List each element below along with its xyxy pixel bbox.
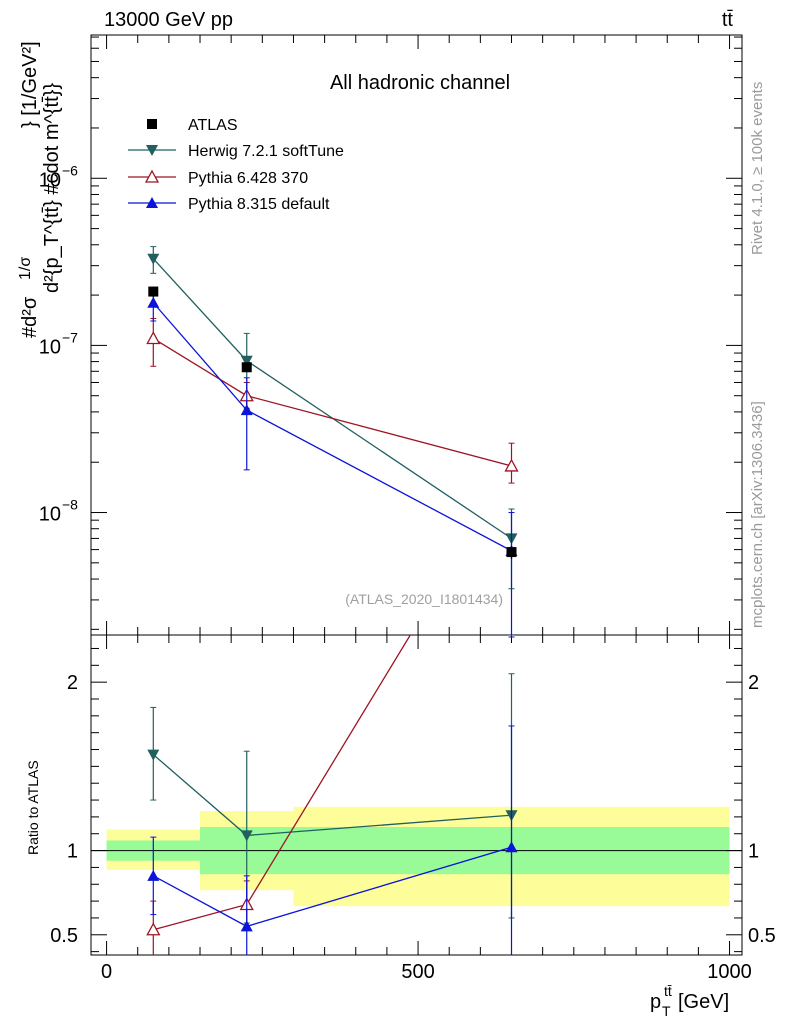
header-right-label: tt̄ bbox=[722, 9, 734, 31]
legend-label-atlas: ATLAS bbox=[188, 117, 238, 134]
main-y-tick-label-base: 10 bbox=[39, 169, 61, 191]
y-label-unit: } [1/GeV²] bbox=[19, 41, 41, 128]
ratio-panel-frame bbox=[90, 634, 743, 956]
analysis-reference: (ATLAS_2020_I1801434) bbox=[345, 591, 503, 607]
ratio-series bbox=[146, 635, 518, 955]
ratio-y-ticks: 0.5 0.5 1 1 2 2 bbox=[50, 647, 776, 953]
pythia-8-315-default-ratio-point bbox=[147, 869, 160, 881]
pythia-8-315-default-ratio-point bbox=[505, 841, 518, 853]
x-label-sup: tt̄ bbox=[664, 983, 672, 999]
herwig-7-2-1-softtune-point bbox=[240, 355, 253, 367]
ratio-y-tick-label: 2 bbox=[67, 672, 78, 694]
main-series bbox=[146, 246, 519, 638]
pythia-8-315-default-point bbox=[240, 404, 253, 416]
x-tick-label: 1000 bbox=[707, 961, 752, 983]
ratio-y-axis-label: Ratio to ATLAS bbox=[25, 760, 41, 855]
mcplots-side-label: mcplots.cern.ch [arXiv:1306.3436] bbox=[749, 401, 766, 628]
legend-label-pythia-8-315-default: Pythia 8.315 default bbox=[188, 196, 330, 213]
x-label-unit: [GeV] bbox=[678, 991, 729, 1013]
herwig-7-2-1-softtune-ratio-point bbox=[147, 749, 160, 761]
legend-label-herwig-7-2-1-softtune: Herwig 7.2.1 softTune bbox=[188, 143, 344, 160]
legend-marker-pythia-6-428-370 bbox=[144, 169, 160, 183]
atlas-point bbox=[241, 362, 252, 373]
pythia-8-315-default-point bbox=[147, 296, 160, 308]
pythia-8-315-default-line bbox=[152, 302, 512, 552]
legend-marker-herwig-7-2-1-softtune bbox=[146, 145, 158, 156]
main-y-tick-label-exp: −7 bbox=[62, 329, 78, 345]
x-ticks: 0 500 1000 bbox=[101, 35, 752, 983]
herwig-7-2-1-softtune-ratio-point bbox=[240, 830, 253, 842]
ratio-y-tick-label-right: 0.5 bbox=[748, 925, 776, 947]
pythia-8-315-default-ratio-point bbox=[240, 920, 253, 932]
x-label-sub: T bbox=[662, 1003, 671, 1019]
rivet-side-label: Rivet 4.1.0, ≥ 100k events bbox=[749, 82, 766, 255]
y-label-fraction: 1/σ bbox=[17, 257, 34, 280]
legend: ATLAS Herwig 7.2.1 softTune Pythia 6.428 3… bbox=[128, 117, 344, 213]
herwig-7-2-1-softtune-point bbox=[147, 253, 160, 265]
main-y-tick-label-exp: −8 bbox=[62, 497, 78, 513]
x-tick-label: 500 bbox=[401, 961, 434, 983]
legend-marker-atlas bbox=[147, 119, 157, 129]
header-left-label: 13000 GeV pp bbox=[104, 9, 233, 31]
main-y-tick-label-base: 10 bbox=[39, 336, 61, 358]
main-y-ticks: 10−810−710−6 bbox=[39, 36, 742, 630]
x-label-main: p bbox=[650, 991, 661, 1013]
pythia-6-428-370-point bbox=[504, 458, 519, 472]
pythia-6-428-370-ratio-point bbox=[146, 922, 161, 936]
legend-label-pythia-6-428-370: Pythia 6.428 370 bbox=[188, 170, 308, 187]
ratio-y-tick-label-right: 1 bbox=[748, 841, 759, 863]
ratio-y-tick-label: 0.5 bbox=[50, 925, 78, 947]
chart-title: All hadronic channel bbox=[330, 72, 510, 94]
herwig-7-2-1-softtune-line bbox=[152, 258, 512, 539]
y-label-numerator: #d²σ bbox=[19, 296, 41, 338]
ratio-y-tick-label: 1 bbox=[67, 841, 78, 863]
main-y-tick-label-exp: −6 bbox=[62, 162, 78, 178]
pythia-6-428-370-line bbox=[152, 337, 512, 467]
atlas-point bbox=[506, 547, 517, 558]
main-y-tick-label-base: 10 bbox=[39, 504, 61, 526]
y-label-denominator: d²{p_T^{tt̄} #cdot m^{tt̄}} bbox=[41, 83, 63, 293]
ratio-y-tick-label-right: 2 bbox=[748, 672, 759, 694]
atlas-point bbox=[148, 286, 159, 297]
pythia-6-428-370-point bbox=[146, 331, 161, 345]
x-tick-label: 0 bbox=[101, 961, 112, 983]
x-axis-label: p tt̄ T [GeV] bbox=[650, 983, 729, 1019]
main-y-axis-label: #d²σ 1/σ d²{p_T^{tt̄} #cdot m^{tt̄}} } [… bbox=[17, 41, 63, 338]
legend-marker-pythia-8-315-default bbox=[146, 197, 158, 208]
